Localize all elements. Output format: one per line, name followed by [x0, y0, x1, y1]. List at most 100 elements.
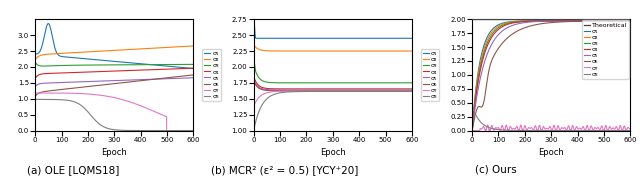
σ₅ [31, 85, 39, 88]
σ₂ [495, 25, 502, 27]
σ₄ [627, 20, 634, 22]
σ₅ [388, 89, 396, 91]
σ₃ [522, 20, 529, 22]
σ₂ [100, 50, 108, 52]
σ₂ [189, 45, 197, 47]
σ₁ [337, 37, 344, 39]
σ₁ [58, 55, 66, 58]
σ₂ [336, 50, 344, 52]
σ₃ [52, 65, 60, 67]
σ₈ [115, 129, 122, 131]
σ₆ [100, 84, 108, 86]
σ₂ [31, 58, 39, 61]
σ₄ [303, 88, 311, 90]
σ₆ [189, 74, 197, 76]
σ₅ [495, 33, 502, 35]
σ₈ [100, 126, 108, 128]
σ₂ [319, 50, 326, 52]
σ₁ [52, 51, 60, 53]
Legend: Theoretical, σ₁, σ₂, σ₃, σ₄, σ₅, σ₆, σ₇, σ₈: Theoretical, σ₁, σ₂, σ₃, σ₄, σ₅, σ₆, σ₇,… [582, 21, 629, 79]
σ₄ [537, 20, 545, 22]
σ₁ [495, 23, 502, 26]
σ₈ [276, 92, 284, 94]
Line: σ₇: σ₇ [35, 93, 193, 131]
σ₇ [495, 127, 503, 129]
σ₈ [189, 129, 197, 132]
σ₃ [627, 20, 634, 22]
σ₇ [484, 124, 492, 126]
σ₂ [271, 50, 278, 52]
Text: (a) OLE [LQMS18]: (a) OLE [LQMS18] [28, 165, 120, 175]
σ₇ [303, 90, 311, 92]
Text: (b) MCR² (ε² = 0.5) [YCY⁺20]: (b) MCR² (ε² = 0.5) [YCY⁺20] [211, 165, 358, 175]
σ₄ [115, 70, 122, 72]
σ₅ [552, 20, 559, 22]
σ₄ [333, 88, 340, 90]
σ₄ [468, 129, 476, 132]
Line: σ₈: σ₈ [253, 91, 412, 131]
σ₄ [522, 20, 529, 23]
σ₃ [337, 82, 344, 84]
σ₆ [118, 82, 125, 84]
σ₁ [303, 37, 311, 39]
σ₇ [271, 90, 278, 93]
σ₂ [489, 30, 497, 32]
σ₈ [627, 129, 634, 132]
σ₅ [489, 41, 497, 43]
σ₃ [319, 82, 326, 84]
σ₂ [276, 50, 284, 52]
σ₂ [58, 52, 66, 55]
σ₂ [522, 20, 529, 22]
σ₃ [552, 20, 559, 22]
σ₄ [189, 67, 197, 69]
σ₅ [250, 79, 257, 81]
σ₁ [319, 37, 326, 39]
σ₁ [627, 20, 634, 22]
σ₂ [537, 20, 545, 22]
σ₂ [303, 50, 311, 52]
Line: σ₂: σ₂ [35, 46, 193, 60]
σ₄ [336, 88, 344, 90]
σ₄ [118, 70, 125, 72]
σ₂ [383, 50, 391, 52]
σ₆ [303, 90, 311, 92]
σ₁ [271, 37, 279, 39]
σ₈ [58, 99, 66, 101]
Line: σ₈: σ₈ [472, 106, 630, 131]
σ₂ [468, 129, 476, 132]
σ₆ [276, 90, 284, 92]
σ₇ [522, 126, 529, 128]
σ₃ [271, 82, 278, 84]
σ₃ [250, 61, 257, 63]
σ₁ [115, 61, 122, 63]
σ₁ [44, 22, 52, 25]
σ₇ [118, 98, 125, 101]
σ₇ [627, 127, 634, 129]
σ₈ [31, 98, 39, 101]
σ₃ [333, 82, 340, 84]
σ₇ [52, 92, 60, 94]
σ₅ [333, 89, 340, 91]
σ₇ [490, 128, 497, 131]
σ₂ [115, 49, 122, 51]
σ₃ [115, 64, 122, 66]
σ₈ [250, 129, 257, 132]
σ₃ [189, 63, 197, 65]
σ₇ [408, 90, 416, 92]
Line: σ₄: σ₄ [253, 76, 412, 89]
σ₃ [495, 26, 502, 29]
Line: σ₆: σ₆ [253, 81, 412, 91]
σ₆ [271, 90, 278, 92]
σ₁ [468, 129, 476, 132]
Line: σ₄: σ₄ [472, 21, 630, 131]
σ₄ [58, 72, 66, 74]
σ₅ [100, 80, 108, 82]
σ₈ [336, 90, 344, 93]
σ₂ [52, 52, 60, 55]
σ₈ [555, 129, 563, 132]
σ₃ [100, 64, 108, 66]
σ₆ [555, 21, 563, 23]
σ₂ [333, 50, 340, 52]
σ₆ [319, 90, 326, 92]
σ₆ [408, 90, 416, 92]
